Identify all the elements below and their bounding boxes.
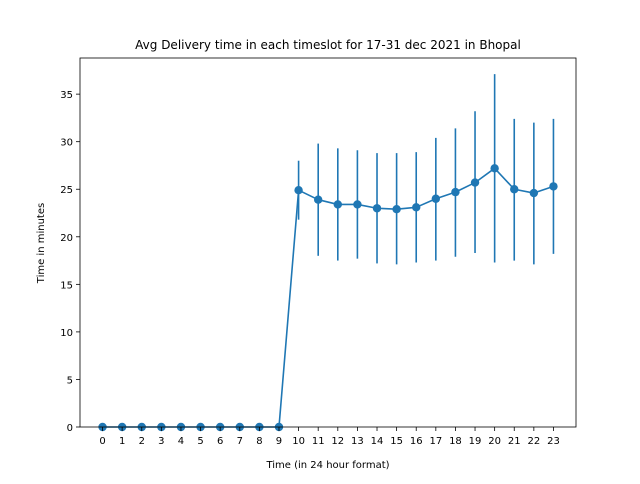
x-tick-label: 8 bbox=[256, 436, 262, 447]
x-tick-label: 4 bbox=[178, 436, 184, 447]
x-tick-label: 16 bbox=[410, 436, 423, 447]
data-point bbox=[451, 187, 460, 197]
x-tick-label: 1 bbox=[119, 436, 125, 447]
x-tick-label: 3 bbox=[158, 436, 164, 447]
x-tick-label: 7 bbox=[237, 436, 243, 447]
y-tick-label: 30 bbox=[60, 138, 73, 149]
data-point bbox=[431, 194, 441, 203]
chart-title: Avg Delivery time in each timeslot for 1… bbox=[135, 38, 521, 52]
y-tick-label: 35 bbox=[60, 90, 73, 101]
x-tick-label: 0 bbox=[99, 436, 105, 447]
data-point bbox=[549, 182, 558, 191]
data-point bbox=[510, 185, 519, 194]
x-tick-label: 17 bbox=[429, 436, 442, 447]
x-tick-label: 19 bbox=[469, 436, 482, 447]
x-tick-label: 15 bbox=[390, 436, 403, 447]
y-tick-label: 10 bbox=[60, 328, 73, 339]
x-tick-label: 23 bbox=[547, 436, 560, 447]
x-tick-label: 21 bbox=[508, 436, 521, 447]
y-tick-label: 25 bbox=[60, 185, 73, 196]
data-point bbox=[392, 205, 401, 214]
data-point bbox=[470, 178, 480, 187]
data-point bbox=[333, 200, 343, 209]
x-tick-label: 13 bbox=[351, 436, 364, 447]
data-point bbox=[294, 185, 303, 195]
x-tick-label: 6 bbox=[217, 436, 223, 447]
y-tick-label: 0 bbox=[67, 423, 73, 434]
x-tick-label: 11 bbox=[312, 436, 325, 447]
x-tick-label: 18 bbox=[449, 436, 462, 447]
y-tick-label: 20 bbox=[60, 233, 73, 244]
data-point bbox=[372, 204, 382, 213]
x-tick-label: 22 bbox=[527, 436, 540, 447]
axes-frame bbox=[79, 57, 577, 428]
data-point bbox=[313, 195, 323, 204]
x-tick-label: 12 bbox=[331, 436, 344, 447]
x-tick-label: 10 bbox=[292, 436, 305, 447]
data-point bbox=[529, 188, 539, 198]
x-tick-label: 2 bbox=[139, 436, 145, 447]
x-tick-label: 5 bbox=[197, 436, 203, 447]
x-tick-label: 20 bbox=[488, 436, 501, 447]
data-point bbox=[353, 200, 362, 209]
y-tick-label: 15 bbox=[60, 280, 73, 291]
x-tick-label: 9 bbox=[276, 436, 282, 447]
axes-layer: 0 1 2 3 4 5 6 7 8 9 10 11 12 13 14 15 16 17 18 19 20 21 22 2305… bbox=[60, 57, 577, 447]
plot-layer bbox=[98, 74, 558, 432]
x-axis-label: Time (in 24 hour format) bbox=[265, 460, 389, 471]
data-point bbox=[412, 203, 421, 212]
y-axis-label: Time in minutes bbox=[36, 203, 47, 284]
data-point bbox=[490, 164, 499, 173]
y-tick-label: 5 bbox=[67, 375, 73, 386]
x-tick-label: 14 bbox=[371, 436, 384, 447]
